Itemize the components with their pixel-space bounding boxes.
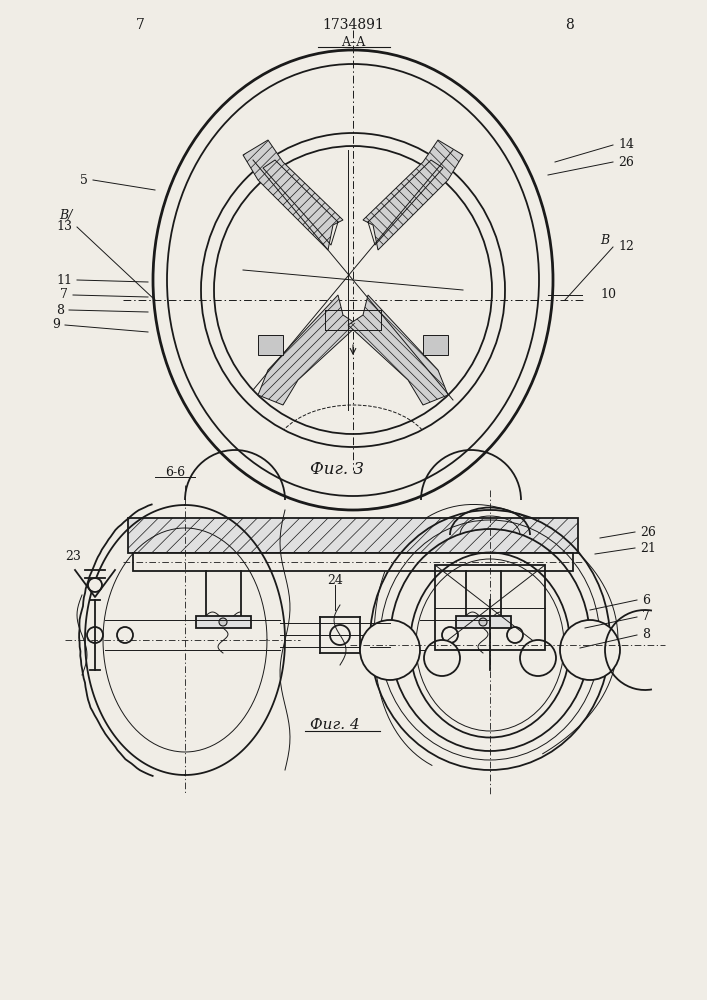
Text: B/: B/ (59, 209, 73, 222)
Text: 24: 24 (327, 574, 343, 586)
Text: 23: 23 (65, 550, 81, 564)
Polygon shape (128, 518, 578, 553)
Bar (455, 616, 510, 628)
Circle shape (424, 640, 460, 676)
Text: 8: 8 (56, 304, 64, 316)
Text: 7: 7 (642, 610, 650, 624)
Text: 7: 7 (60, 288, 68, 302)
Text: 21: 21 (640, 542, 656, 554)
Circle shape (520, 640, 556, 676)
Text: 14: 14 (618, 138, 634, 151)
Text: 6-6: 6-6 (165, 466, 185, 480)
Bar (435, 565, 545, 650)
Polygon shape (423, 335, 448, 355)
Text: A–A: A–A (341, 35, 365, 48)
Text: 12: 12 (618, 240, 634, 253)
Text: 10: 10 (600, 288, 616, 302)
Text: 6: 6 (642, 593, 650, 606)
Polygon shape (258, 335, 283, 355)
Polygon shape (363, 140, 463, 250)
Text: 8: 8 (566, 18, 574, 32)
Text: 1734891: 1734891 (322, 18, 384, 32)
Text: Фиг. 4: Фиг. 4 (310, 718, 360, 732)
Circle shape (560, 620, 620, 680)
Text: 8: 8 (642, 629, 650, 642)
Text: 26: 26 (618, 155, 634, 168)
Polygon shape (243, 140, 343, 250)
Text: 11: 11 (56, 273, 72, 286)
Text: B: B (600, 233, 609, 246)
Text: 26: 26 (640, 526, 656, 538)
Bar (196, 616, 250, 628)
Text: 9: 9 (52, 318, 60, 332)
Text: 5: 5 (80, 174, 88, 186)
Circle shape (479, 618, 487, 626)
Circle shape (88, 578, 102, 592)
Polygon shape (258, 295, 358, 405)
Bar (133, 553, 573, 571)
Text: Фиг. 3: Фиг. 3 (310, 462, 364, 479)
Text: 7: 7 (136, 18, 144, 32)
Circle shape (360, 620, 420, 680)
Polygon shape (348, 295, 448, 405)
Circle shape (219, 618, 227, 626)
Text: 13: 13 (56, 221, 72, 233)
